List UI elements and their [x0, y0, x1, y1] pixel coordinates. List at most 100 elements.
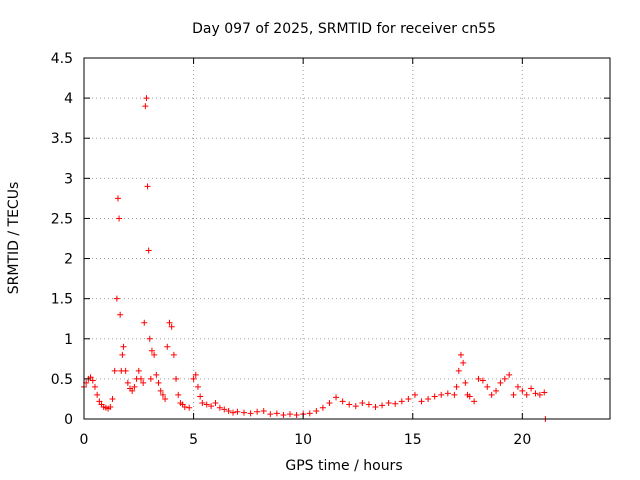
- data-point: [175, 391, 182, 398]
- data-point: [313, 407, 320, 414]
- data-point: [157, 387, 164, 394]
- x-axis-label: GPS time / hours: [285, 458, 402, 474]
- y-tick-labels: 0 0.5 1 1.5 2 2.5 3 3.5 4 4.5: [51, 51, 73, 428]
- data-point: [162, 395, 169, 402]
- data-point: [116, 215, 123, 222]
- data-point: [319, 404, 326, 411]
- data-point: [352, 403, 359, 410]
- data-point: [111, 367, 118, 374]
- data-point: [197, 393, 204, 400]
- data-point: [488, 391, 495, 398]
- data-point: [114, 195, 121, 202]
- data-point: [129, 387, 136, 394]
- data-point: [519, 387, 526, 394]
- y-tick-label: 3.5: [51, 131, 73, 147]
- data-point: [131, 383, 138, 390]
- data-point: [346, 401, 353, 408]
- data-point: [359, 399, 366, 406]
- data-point: [451, 391, 458, 398]
- data-point: [411, 391, 418, 398]
- data-point: [287, 411, 294, 418]
- data-point: [333, 394, 340, 401]
- data-point: [523, 391, 530, 398]
- data-point: [493, 387, 500, 394]
- data-point: [418, 398, 425, 405]
- data-point: [137, 375, 144, 382]
- data-point: [431, 393, 438, 400]
- data-point: [280, 411, 287, 418]
- data-point: [475, 375, 482, 382]
- data-point: [122, 367, 129, 374]
- data-point: [216, 404, 223, 411]
- data-point: [119, 351, 126, 358]
- data-point: [145, 247, 152, 254]
- data-point: [140, 379, 147, 386]
- data-point: [109, 395, 116, 402]
- data-point: [466, 393, 473, 400]
- data-point: [379, 402, 386, 409]
- y-tick-label: 0: [64, 412, 73, 428]
- data-point: [471, 398, 478, 405]
- data-points: [81, 95, 549, 422]
- data-point: [107, 403, 114, 410]
- data-point: [273, 410, 280, 417]
- data-point: [164, 343, 171, 350]
- data-point: [365, 401, 372, 408]
- x-tick-label: 10: [294, 432, 312, 448]
- data-point: [199, 399, 206, 406]
- data-point: [221, 406, 228, 413]
- data-point: [212, 399, 219, 406]
- y-tick-label: 0.5: [51, 372, 73, 388]
- data-point: [120, 343, 127, 350]
- data-point: [148, 347, 155, 354]
- data-point: [117, 311, 124, 318]
- x-tick-label: 20: [513, 432, 531, 448]
- data-point: [392, 400, 399, 407]
- data-point: [444, 390, 451, 397]
- data-point: [147, 375, 154, 382]
- data-point: [225, 407, 232, 414]
- data-point: [460, 359, 467, 366]
- data-point: [484, 383, 491, 390]
- data-point: [230, 409, 237, 416]
- data-point: [326, 399, 333, 406]
- data-point: [87, 374, 94, 381]
- data-point: [254, 408, 261, 415]
- data-point: [96, 398, 103, 405]
- data-point: [455, 367, 462, 374]
- data-point: [181, 403, 188, 410]
- y-tick-label: 1.5: [51, 292, 73, 308]
- data-point: [203, 401, 210, 408]
- data-point: [405, 395, 412, 402]
- data-point: [457, 351, 464, 358]
- data-point: [398, 398, 405, 405]
- data-point: [497, 379, 504, 386]
- data-point: [143, 95, 150, 102]
- data-point: [234, 408, 241, 415]
- data-point: [372, 403, 379, 410]
- y-tick-label: 3: [64, 171, 73, 187]
- data-point: [532, 390, 539, 397]
- data-point: [155, 379, 162, 386]
- data-point: [501, 375, 508, 382]
- data-point: [142, 103, 149, 110]
- data-point: [170, 351, 177, 358]
- data-point: [536, 391, 543, 398]
- data-point: [190, 375, 197, 382]
- data-point: [438, 391, 445, 398]
- data-point: [240, 409, 247, 416]
- data-point: [89, 377, 96, 384]
- data-point: [153, 371, 160, 378]
- data-point: [385, 399, 392, 406]
- data-point: [260, 407, 267, 414]
- data-point: [146, 335, 153, 342]
- data-point: [528, 385, 535, 392]
- data-point: [144, 183, 151, 190]
- data-point: [173, 375, 180, 382]
- data-point: [135, 367, 142, 374]
- y-tick-label: 4: [64, 91, 73, 107]
- data-point: [541, 389, 548, 396]
- data-point: [94, 391, 101, 398]
- x-tick-label: 0: [80, 432, 89, 448]
